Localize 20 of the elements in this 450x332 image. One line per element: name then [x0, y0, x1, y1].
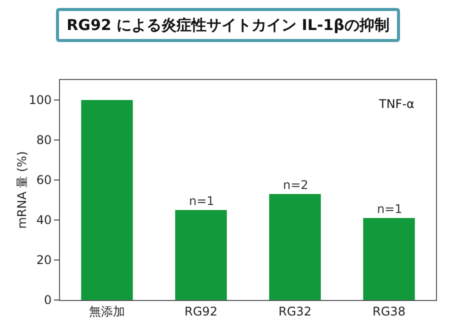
annotation: n=1 [377, 202, 402, 216]
y-tick-label: 80 [36, 133, 52, 148]
x-tick-label: RG92 [184, 304, 218, 318]
x-tick-label: RG32 [278, 304, 312, 318]
chart-title: RG92 による炎症性サイトカイン IL-1βの抑制 [56, 8, 400, 42]
bar [81, 100, 133, 300]
y-tick-label: 60 [36, 173, 52, 188]
x-tick-label: 無添加 [89, 304, 125, 318]
bar [175, 210, 227, 300]
y-tick-label: 100 [28, 93, 52, 108]
annotation: TNF-α [378, 97, 415, 111]
annotation: n=2 [283, 178, 308, 192]
y-tick-label: 40 [36, 213, 52, 228]
bar [363, 218, 415, 300]
y-tick-label: 0 [44, 293, 52, 308]
y-tick-label: 20 [36, 253, 52, 268]
bar [269, 194, 321, 300]
x-tick-label: RG38 [372, 304, 406, 318]
y-axis-title: mRNA 量 (%) [15, 151, 29, 229]
annotation: n=1 [189, 194, 214, 208]
